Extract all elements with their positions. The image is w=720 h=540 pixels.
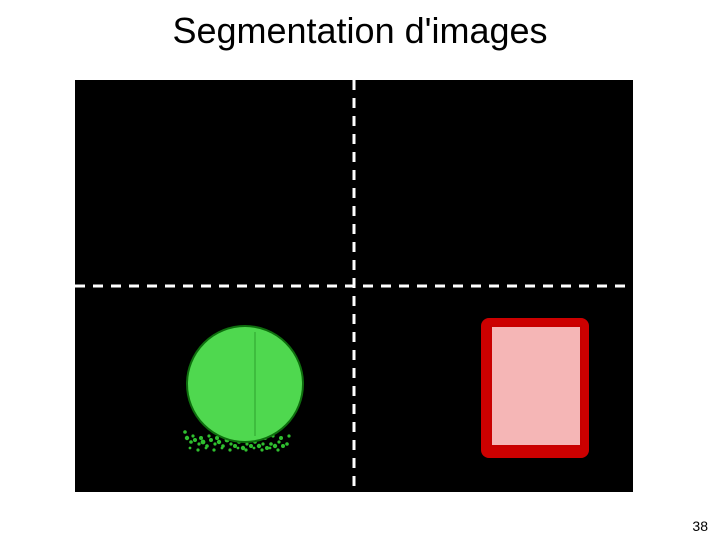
page-number: 38 [692, 518, 708, 534]
segmentation-figure [75, 80, 633, 492]
slide-title: Segmentation d'images [0, 10, 720, 52]
slide-title-text: Segmentation d'images [172, 10, 547, 51]
segmentation-svg [75, 80, 633, 492]
